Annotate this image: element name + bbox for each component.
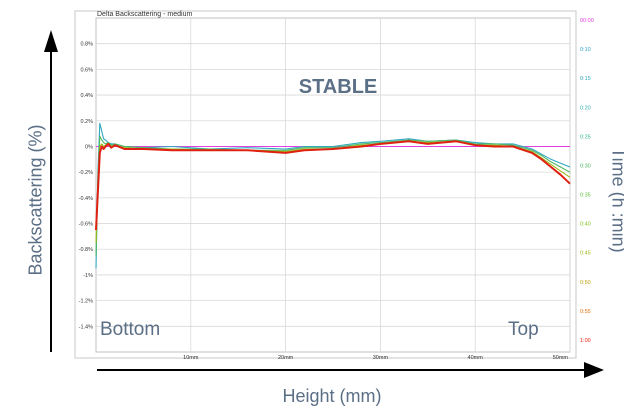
legend-entry-label: 0:35 bbox=[580, 193, 591, 199]
series-lines bbox=[95, 122, 571, 269]
x-tick-labels: 10mm 20mm 30mm 40mm 50mm bbox=[183, 355, 568, 361]
y-tick-label: 0.8% bbox=[80, 42, 93, 48]
x-axis-title: Height (mm) bbox=[282, 386, 382, 406]
legend-entry-label: 0:50 bbox=[580, 280, 591, 286]
y-tick-label: 0.2% bbox=[80, 119, 93, 125]
legend-entry-label: 1:00 bbox=[580, 338, 591, 344]
plot-area bbox=[95, 17, 571, 353]
legend-entry-label: 0:15 bbox=[580, 76, 591, 82]
x-tick-label: 30mm bbox=[373, 355, 389, 361]
x-tick-label: 10mm bbox=[183, 355, 199, 361]
y-tick-label: -0.2% bbox=[79, 170, 93, 176]
legend-entry-label: 0:55 bbox=[580, 309, 591, 315]
series-line bbox=[95, 122, 571, 269]
stable-annotation: STABLE bbox=[299, 76, 378, 98]
y-axis-title: Backscattering (%) bbox=[25, 124, 46, 276]
x-tick-label: 20mm bbox=[278, 355, 294, 361]
legend-entry-label: 00:00 bbox=[580, 18, 594, 24]
legend-entry-label: 0:10 bbox=[580, 47, 591, 53]
y-tick-label: -0.4% bbox=[79, 196, 93, 202]
y-tick-label: 0.4% bbox=[80, 93, 93, 99]
chart-title: Delta Backscattering - medium bbox=[97, 11, 192, 18]
legend-entry-label: 0:25 bbox=[580, 134, 591, 140]
top-label: Top bbox=[508, 319, 539, 340]
y-tick-label: 0.6% bbox=[80, 67, 93, 73]
grid bbox=[96, 18, 571, 352]
y-tick-label: -1.4% bbox=[79, 324, 93, 330]
bottom-label: Bottom bbox=[100, 319, 160, 340]
legend-entry-label: 0:20 bbox=[580, 105, 591, 111]
series-line bbox=[95, 140, 571, 231]
y-tick-label: -0.6% bbox=[79, 222, 93, 228]
x-tick-label: 40mm bbox=[468, 355, 484, 361]
y-axis-arrowhead bbox=[44, 30, 58, 52]
y-tick-label: -1.2% bbox=[79, 299, 93, 305]
y-tick-label: -0.8% bbox=[79, 247, 93, 253]
x-axis-arrowhead bbox=[584, 362, 604, 378]
series-line bbox=[95, 135, 571, 256]
legend-entry-label: 0:45 bbox=[580, 251, 591, 257]
time-axis-title: Time (h :min) bbox=[608, 147, 624, 253]
y-tick-labels: 0.8% 0.6% 0.4% 0.2% 0% -0.2% -0.4% -0.6% -0.8% -1… bbox=[79, 42, 93, 331]
time-legend: 00:00 0:10 0:15 0:20 0:25 0:30 0:35 0:40 0:45 0:5… bbox=[580, 18, 594, 344]
y-tick-label: -1% bbox=[83, 273, 93, 279]
legend-entry-label: 0:40 bbox=[580, 222, 591, 228]
legend-entry-label: 0:30 bbox=[580, 163, 591, 169]
y-tick-label: 0% bbox=[85, 144, 93, 150]
x-tick-label: 50mm bbox=[553, 355, 569, 361]
